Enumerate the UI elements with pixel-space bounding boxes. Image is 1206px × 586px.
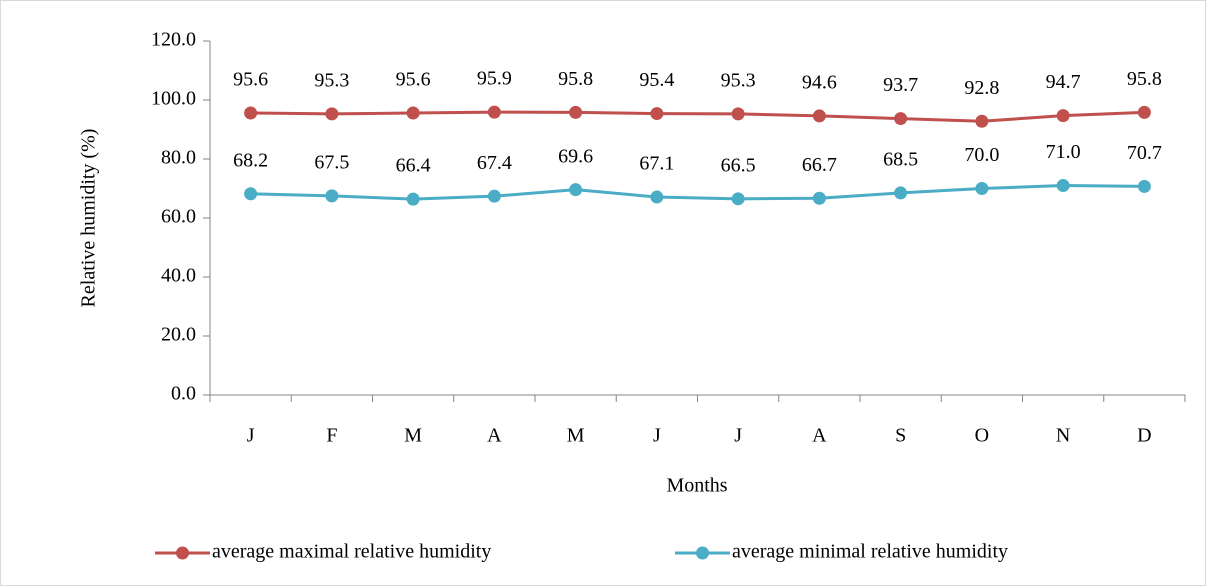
point: [1137, 179, 1151, 193]
point: [894, 186, 908, 200]
legend-marker: [176, 546, 189, 560]
data-label: 68.2: [233, 149, 268, 171]
data-label: 95.6: [396, 69, 431, 91]
data-label: 68.5: [883, 149, 918, 171]
data-label: 95.8: [1127, 68, 1162, 90]
point: [975, 182, 989, 195]
y-tick-label: 120.0: [151, 29, 196, 51]
data-label: 93.7: [883, 74, 918, 96]
data-label: 66.5: [721, 154, 756, 176]
series-line: [250, 110, 1145, 123]
x-tick-label: M: [404, 425, 422, 447]
point: [650, 190, 664, 204]
data-label: 95.3: [721, 69, 756, 91]
x-tick-label: J: [653, 425, 661, 447]
x-tick-label: O: [975, 425, 989, 447]
point: [244, 187, 258, 201]
x-tick-label: S: [895, 425, 906, 447]
point: [569, 105, 583, 119]
legend-label: average maximal relative humidity: [212, 541, 491, 563]
point: [731, 192, 745, 206]
data-label: 94.6: [802, 72, 837, 94]
y-tick-label: 40.0: [161, 265, 196, 287]
x-tick-label: M: [567, 425, 585, 447]
x-tick-label: A: [487, 425, 502, 447]
point: [569, 183, 583, 197]
y-tick-label: 0.0: [171, 383, 196, 405]
y-tick-label: 20.0: [161, 324, 196, 346]
data-label: 95.9: [477, 68, 512, 90]
data-label: 66.7: [802, 154, 837, 176]
point: [894, 112, 908, 126]
data-label: 95.4: [639, 69, 674, 91]
point: [812, 191, 826, 205]
point: [487, 189, 501, 203]
point: [731, 107, 745, 121]
data-label: 70.0: [964, 144, 999, 166]
data-label: 67.4: [477, 152, 512, 174]
point: [812, 109, 826, 123]
point: [487, 105, 501, 119]
y-tick-label: 80.0: [161, 147, 196, 169]
data-label: 67.1: [639, 153, 674, 175]
point: [650, 107, 664, 121]
y-tick-label: 100.0: [151, 88, 196, 110]
x-tick-label: F: [326, 425, 337, 447]
point: [325, 107, 339, 121]
data-label: 69.6: [558, 145, 593, 167]
point: [406, 106, 420, 120]
legend-marker: [696, 546, 709, 560]
point: [406, 192, 420, 206]
x-tick-label: N: [1056, 425, 1070, 447]
data-label: 70.7: [1127, 142, 1162, 164]
data-label: 66.4: [396, 155, 431, 177]
data-label: 92.8: [964, 77, 999, 99]
data-label: 95.8: [558, 68, 593, 90]
data-label: 94.7: [1046, 71, 1081, 93]
x-tick-label: J: [247, 425, 255, 447]
series-line: [250, 184, 1145, 201]
point: [244, 106, 258, 120]
point: [325, 189, 339, 203]
y-axis-title: Relative humidity (%): [78, 129, 100, 308]
point: [1056, 109, 1070, 123]
data-label: 71.0: [1046, 141, 1081, 163]
point: [975, 114, 989, 128]
point: [1137, 105, 1151, 119]
point: [1056, 179, 1070, 193]
x-tick-label: D: [1137, 425, 1151, 447]
legend-label: average minimal relative humidity: [732, 541, 1008, 563]
x-tick-label: A: [812, 425, 827, 447]
data-label: 67.5: [314, 151, 349, 173]
data-label: 95.6: [233, 69, 268, 91]
x-tick-label: J: [734, 425, 742, 447]
data-label: 95.3: [314, 69, 349, 91]
y-tick-label: 60.0: [161, 206, 196, 228]
x-axis-title: Months: [666, 475, 727, 497]
